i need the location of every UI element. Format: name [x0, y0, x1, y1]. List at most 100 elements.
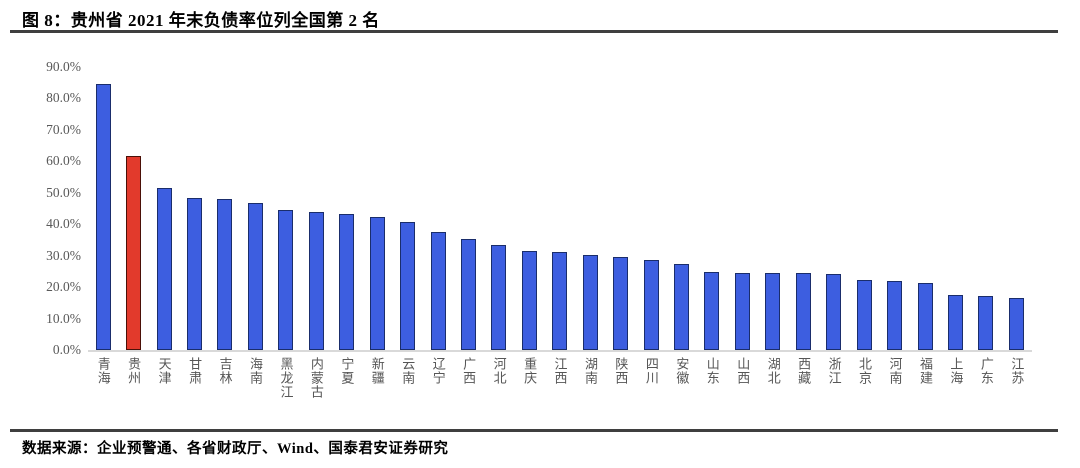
bar-天津 — [156, 188, 172, 350]
x-label-cell: 北京 — [849, 357, 879, 399]
y-axis: 0.0% 10.0% 20.0% 30.0% 40.0% 50.0% 60.0% 70.0% 8… — [0, 59, 81, 357]
y-tick-label: 20.0% — [46, 279, 81, 295]
y-tick-label: 0.0% — [52, 342, 81, 357]
x-label-cell: 山东 — [697, 357, 727, 399]
bar-山东 — [704, 272, 720, 350]
x-label-安徽: 安徽 — [674, 357, 690, 385]
x-label-云南: 云南 — [400, 357, 416, 385]
x-label-西藏: 西藏 — [796, 357, 812, 385]
x-label-cell: 河北 — [484, 357, 514, 399]
bar-海南 — [247, 202, 263, 350]
x-axis-labels: 青海 贵州 天津 甘肃 吉林 海南 黑龙江 内蒙古 宁夏 新疆 云南 辽宁 广西 河北 重庆 江西 湖南 陕西 四川… — [88, 357, 1032, 399]
y-tick-label: 30.0% — [46, 247, 81, 263]
y-tick-label: 40.0% — [46, 216, 81, 232]
y-tick-label: 70.0% — [46, 121, 81, 137]
x-label-cell: 湖北 — [758, 357, 788, 399]
y-tick-label: 80.0% — [46, 90, 81, 106]
x-label-cell: 青海 — [88, 357, 118, 399]
x-label-浙江: 浙江 — [826, 357, 842, 385]
x-label-cell: 黑龙江 — [271, 357, 301, 399]
x-label-cell: 天津 — [149, 357, 179, 399]
plot-area — [88, 67, 1032, 352]
x-label-cell: 安徽 — [667, 357, 697, 399]
x-label-海南: 海南 — [247, 357, 263, 385]
y-tick-label: 90.0% — [46, 59, 81, 74]
x-label-山西: 山西 — [735, 357, 751, 385]
x-label-黑龙江: 黑龙江 — [278, 357, 294, 399]
bar-西藏 — [795, 272, 811, 350]
title-divider — [10, 30, 1058, 33]
bar-云南 — [400, 221, 416, 350]
x-label-cell: 贵州 — [118, 357, 148, 399]
bar-福建 — [917, 283, 933, 350]
x-label-重庆: 重庆 — [522, 357, 538, 385]
x-label-吉林: 吉林 — [217, 357, 233, 385]
data-source: 数据来源：企业预警通、各省财政厅、Wind、国泰君安证券研究 — [22, 441, 449, 457]
bar-江苏 — [1008, 298, 1024, 350]
bar-上海 — [947, 294, 963, 350]
x-label-cell: 河南 — [880, 357, 910, 399]
x-label-河北: 河北 — [491, 357, 507, 385]
x-label-宁夏: 宁夏 — [339, 357, 355, 385]
x-label-北京: 北京 — [857, 357, 873, 385]
x-label-湖南: 湖南 — [582, 357, 598, 385]
x-label-广西: 广西 — [461, 357, 477, 385]
x-label-江西: 江西 — [552, 357, 568, 385]
x-label-甘肃: 甘肃 — [187, 357, 203, 385]
bar-湖北 — [765, 272, 781, 350]
x-label-辽宁: 辽宁 — [430, 357, 446, 385]
x-label-cell: 四川 — [636, 357, 666, 399]
bar-新疆 — [369, 216, 385, 350]
figure-title: 图 8：贵州省 2021 年末负债率位列全国第 2 名 — [22, 11, 380, 30]
x-label-山东: 山东 — [704, 357, 720, 385]
x-label-cell: 重庆 — [514, 357, 544, 399]
x-label-贵州: 贵州 — [126, 357, 142, 385]
y-tick-label: 10.0% — [46, 310, 81, 326]
x-label-cell: 江苏 — [1002, 357, 1032, 399]
x-label-上海: 上海 — [948, 357, 964, 385]
bar-安徽 — [674, 263, 690, 350]
x-label-天津: 天津 — [156, 357, 172, 385]
bar-山西 — [734, 272, 750, 350]
x-label-cell: 陕西 — [606, 357, 636, 399]
bar-青海 — [95, 84, 111, 350]
bar-吉林 — [217, 199, 233, 350]
x-label-cell: 云南 — [393, 357, 423, 399]
bar-陕西 — [613, 256, 629, 350]
x-label-cell: 浙江 — [819, 357, 849, 399]
bar-河南 — [887, 281, 903, 350]
bar-河北 — [491, 244, 507, 350]
x-label-cell: 湖南 — [575, 357, 605, 399]
x-label-cell: 海南 — [240, 357, 270, 399]
x-label-cell: 福建 — [910, 357, 940, 399]
x-label-福建: 福建 — [917, 357, 933, 385]
bar-贵州 — [126, 156, 142, 350]
x-label-cell: 宁夏 — [332, 357, 362, 399]
x-label-cell: 西藏 — [788, 357, 818, 399]
x-label-cell: 上海 — [941, 357, 971, 399]
y-tick-label: 50.0% — [46, 184, 81, 200]
bar-辽宁 — [430, 231, 446, 350]
x-label-cell: 山西 — [728, 357, 758, 399]
x-label-cell: 甘肃 — [179, 357, 209, 399]
bar-黑龙江 — [278, 210, 294, 350]
bar-宁夏 — [339, 213, 355, 350]
x-label-cell: 新疆 — [362, 357, 392, 399]
bar-北京 — [856, 279, 872, 350]
bar-广东 — [978, 295, 994, 350]
x-label-陕西: 陕西 — [613, 357, 629, 385]
x-label-新疆: 新疆 — [369, 357, 385, 385]
x-label-cell: 内蒙古 — [301, 357, 331, 399]
x-label-河南: 河南 — [887, 357, 903, 385]
x-label-广东: 广东 — [978, 357, 994, 385]
x-label-青海: 青海 — [95, 357, 111, 385]
x-label-cell: 广西 — [453, 357, 483, 399]
bar-重庆 — [521, 250, 537, 350]
bar-浙江 — [826, 274, 842, 350]
y-tick-label: 60.0% — [46, 153, 81, 169]
x-label-江苏: 江苏 — [1009, 357, 1025, 385]
bar-四川 — [643, 260, 659, 350]
bar-湖南 — [582, 255, 598, 350]
x-label-内蒙古: 内蒙古 — [308, 357, 324, 399]
